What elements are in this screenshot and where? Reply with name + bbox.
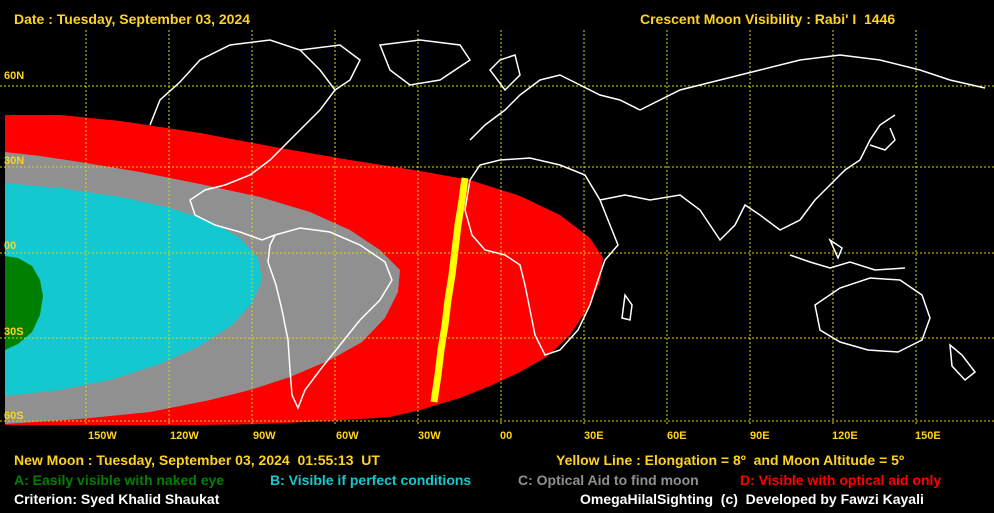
zone-b-visible-if-perfect <box>5 183 262 396</box>
lon-label-120e: 120E <box>832 430 858 442</box>
date-title: Date : Tuesday, September 03, 2024 <box>14 11 251 27</box>
lat-label-00: 00 <box>4 240 17 252</box>
legend-c: C: Optical Aid to find moon <box>518 472 699 488</box>
lon-label-00: 00 <box>500 430 513 442</box>
zone-a-easily-visible <box>5 256 43 350</box>
legend-a: A: Easily visible with naked eye <box>14 472 225 488</box>
coastlines <box>149 39 986 410</box>
lat-label-60s: 60S <box>4 410 24 422</box>
lon-label-60e: 60E <box>667 430 687 442</box>
yellow-line-legend: Yellow Line : Elongation = 8º and Moon A… <box>556 452 905 468</box>
legend-b: B: Visible if perfect conditions <box>270 472 472 488</box>
new-moon-time: New Moon : Tuesday, September 03, 2024 0… <box>14 452 380 468</box>
lat-label-60n: 60N <box>4 70 25 82</box>
lat-label-30n: 30N <box>4 155 25 167</box>
legend-d: D: Visible with optical aid only <box>740 472 942 488</box>
credit-text: OmegaHilalSighting (c) Developed by Fawz… <box>580 491 924 507</box>
lat-label-30s: 30S <box>4 326 24 338</box>
lon-label-90w: 90W <box>253 430 276 442</box>
lon-label-120w: 120W <box>170 430 199 442</box>
lon-label-90e: 90E <box>750 430 770 442</box>
criterion-text: Criterion: Syed Khalid Shaukat <box>14 491 220 507</box>
lon-label-30e: 30E <box>584 430 604 442</box>
lon-label-150w: 150W <box>88 430 117 442</box>
lon-label-30w: 30W <box>418 430 441 442</box>
lon-label-150e: 150E <box>915 430 941 442</box>
visibility-title: Crescent Moon Visibility : Rabi' I 1446 <box>640 11 896 27</box>
yellow-line-elongation <box>430 177 469 403</box>
lon-label-60w: 60W <box>336 430 359 442</box>
